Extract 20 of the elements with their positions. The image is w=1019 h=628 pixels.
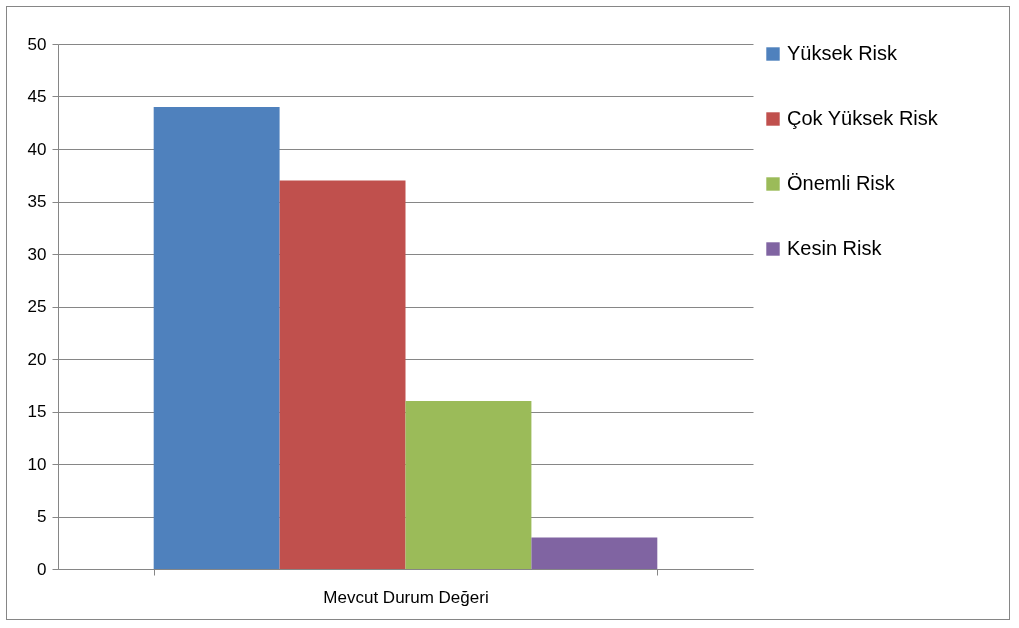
bar	[531, 537, 658, 569]
y-tick-label: 10	[27, 454, 47, 474]
legend-label: Yüksek Risk	[787, 42, 899, 64]
legend-label: Kesin Risk	[787, 237, 883, 259]
y-tick-label: 20	[27, 349, 47, 369]
y-tick-label: 50	[27, 34, 47, 54]
y-tick-label: 35	[27, 192, 47, 211]
bar	[279, 180, 406, 569]
y-tick-label: 45	[27, 87, 47, 106]
legend-label: Çok Yüksek Risk	[787, 107, 939, 129]
x-tick-label: Mevcut Durum Değeri	[323, 587, 489, 607]
bar	[405, 401, 532, 569]
y-tick-label: 40	[27, 139, 47, 159]
bar	[153, 107, 280, 569]
legend-label: Önemli Risk	[787, 172, 896, 194]
y-tick-label: 30	[27, 244, 47, 264]
y-tick-label: 25	[27, 297, 47, 316]
y-tick-label: 5	[37, 507, 47, 526]
y-tick-label: 15	[27, 402, 47, 421]
y-tick-label: 0	[37, 559, 47, 579]
